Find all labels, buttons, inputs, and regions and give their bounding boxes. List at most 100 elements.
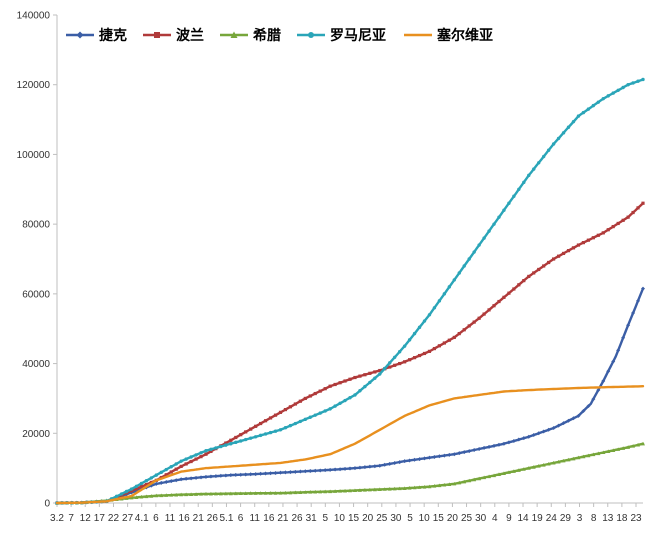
data-point — [154, 473, 159, 477]
data-point — [422, 319, 427, 323]
data-point — [616, 447, 621, 451]
data-point — [119, 492, 124, 496]
data-point — [621, 335, 626, 340]
data-point — [492, 473, 497, 478]
data-point — [233, 491, 238, 496]
data-point — [368, 380, 372, 385]
data-point — [487, 229, 491, 233]
data-point — [378, 372, 382, 376]
data-point — [169, 465, 173, 469]
data-point — [343, 488, 348, 493]
data-point — [149, 476, 154, 480]
data-point — [492, 443, 497, 448]
data-point — [213, 474, 218, 479]
data-point — [159, 480, 164, 485]
data-point — [169, 479, 174, 484]
x-tick-label: 19 — [532, 513, 544, 524]
x-tick-label: 21 — [277, 513, 289, 524]
series-1 — [55, 201, 645, 505]
data-point — [472, 320, 476, 324]
data-point — [472, 448, 477, 453]
x-tick-label: 26 — [207, 513, 219, 524]
data-point — [174, 492, 179, 497]
data-point — [263, 419, 268, 423]
data-point — [422, 351, 427, 356]
data-point — [134, 495, 139, 499]
x-tick-label: 23 — [630, 513, 642, 524]
data-point — [328, 407, 332, 411]
data-point — [402, 486, 407, 490]
legend-item: 希腊 — [220, 27, 281, 44]
data-point — [576, 413, 581, 418]
series-3 — [55, 77, 645, 505]
x-tick-label: 30 — [475, 513, 487, 524]
data-point — [387, 486, 392, 491]
data-point — [199, 492, 204, 496]
data-point — [209, 449, 213, 454]
legend-marker — [230, 31, 238, 38]
data-point — [382, 462, 387, 467]
data-point — [527, 274, 531, 279]
data-point — [641, 77, 645, 82]
data-point — [601, 379, 606, 383]
data-point — [581, 110, 586, 115]
y-tick-label: 80000 — [22, 220, 50, 231]
data-point — [278, 491, 283, 495]
data-point — [303, 469, 308, 474]
data-point — [561, 131, 566, 135]
data-point — [159, 470, 163, 475]
data-point — [388, 361, 392, 365]
data-point — [621, 85, 625, 90]
data-point — [352, 488, 357, 493]
data-point — [318, 389, 322, 393]
data-point — [402, 459, 407, 464]
x-tick-label: 6 — [238, 513, 244, 524]
data-point — [303, 490, 308, 494]
data-point — [561, 458, 566, 463]
data-point — [432, 484, 437, 488]
data-point — [214, 446, 218, 450]
data-point — [179, 492, 184, 497]
data-point — [273, 429, 278, 433]
data-point — [373, 376, 377, 380]
legend-item: 波兰 — [143, 27, 204, 44]
x-tick-label: 26 — [292, 513, 304, 524]
data-point — [506, 470, 511, 474]
data-point — [492, 304, 496, 308]
data-point — [397, 460, 402, 465]
data-point — [601, 231, 605, 235]
data-point — [363, 384, 367, 389]
x-tick-label: 6 — [153, 513, 159, 524]
data-point — [403, 360, 407, 364]
data-point — [273, 413, 278, 417]
data-point — [397, 350, 402, 354]
data-point — [328, 384, 332, 388]
data-point — [626, 323, 631, 328]
data-point — [263, 432, 268, 436]
x-tick-label: 10 — [334, 513, 346, 524]
data-point — [154, 493, 159, 498]
data-point — [348, 396, 352, 400]
data-point — [218, 491, 223, 496]
data-point — [511, 438, 516, 443]
legend-label: 塞尔维亚 — [437, 27, 493, 44]
x-tick-label: 4 — [492, 513, 498, 524]
legend-marker — [308, 32, 314, 38]
data-point — [358, 374, 362, 378]
data-point — [363, 373, 367, 377]
data-point — [308, 469, 313, 474]
data-point — [372, 464, 377, 469]
x-tick-label: 22 — [108, 513, 120, 524]
data-point — [516, 437, 521, 442]
data-point — [531, 433, 536, 438]
data-point — [253, 435, 258, 439]
data-point — [457, 480, 462, 485]
data-point — [462, 328, 466, 332]
data-point — [536, 464, 541, 468]
data-point — [238, 472, 243, 477]
data-point — [547, 260, 551, 265]
y-axis: 0 20000 40000 60000 80000 100000 120000 140000 — [17, 11, 58, 510]
data-point — [328, 467, 333, 472]
data-point — [353, 375, 357, 380]
data-point — [283, 407, 288, 412]
